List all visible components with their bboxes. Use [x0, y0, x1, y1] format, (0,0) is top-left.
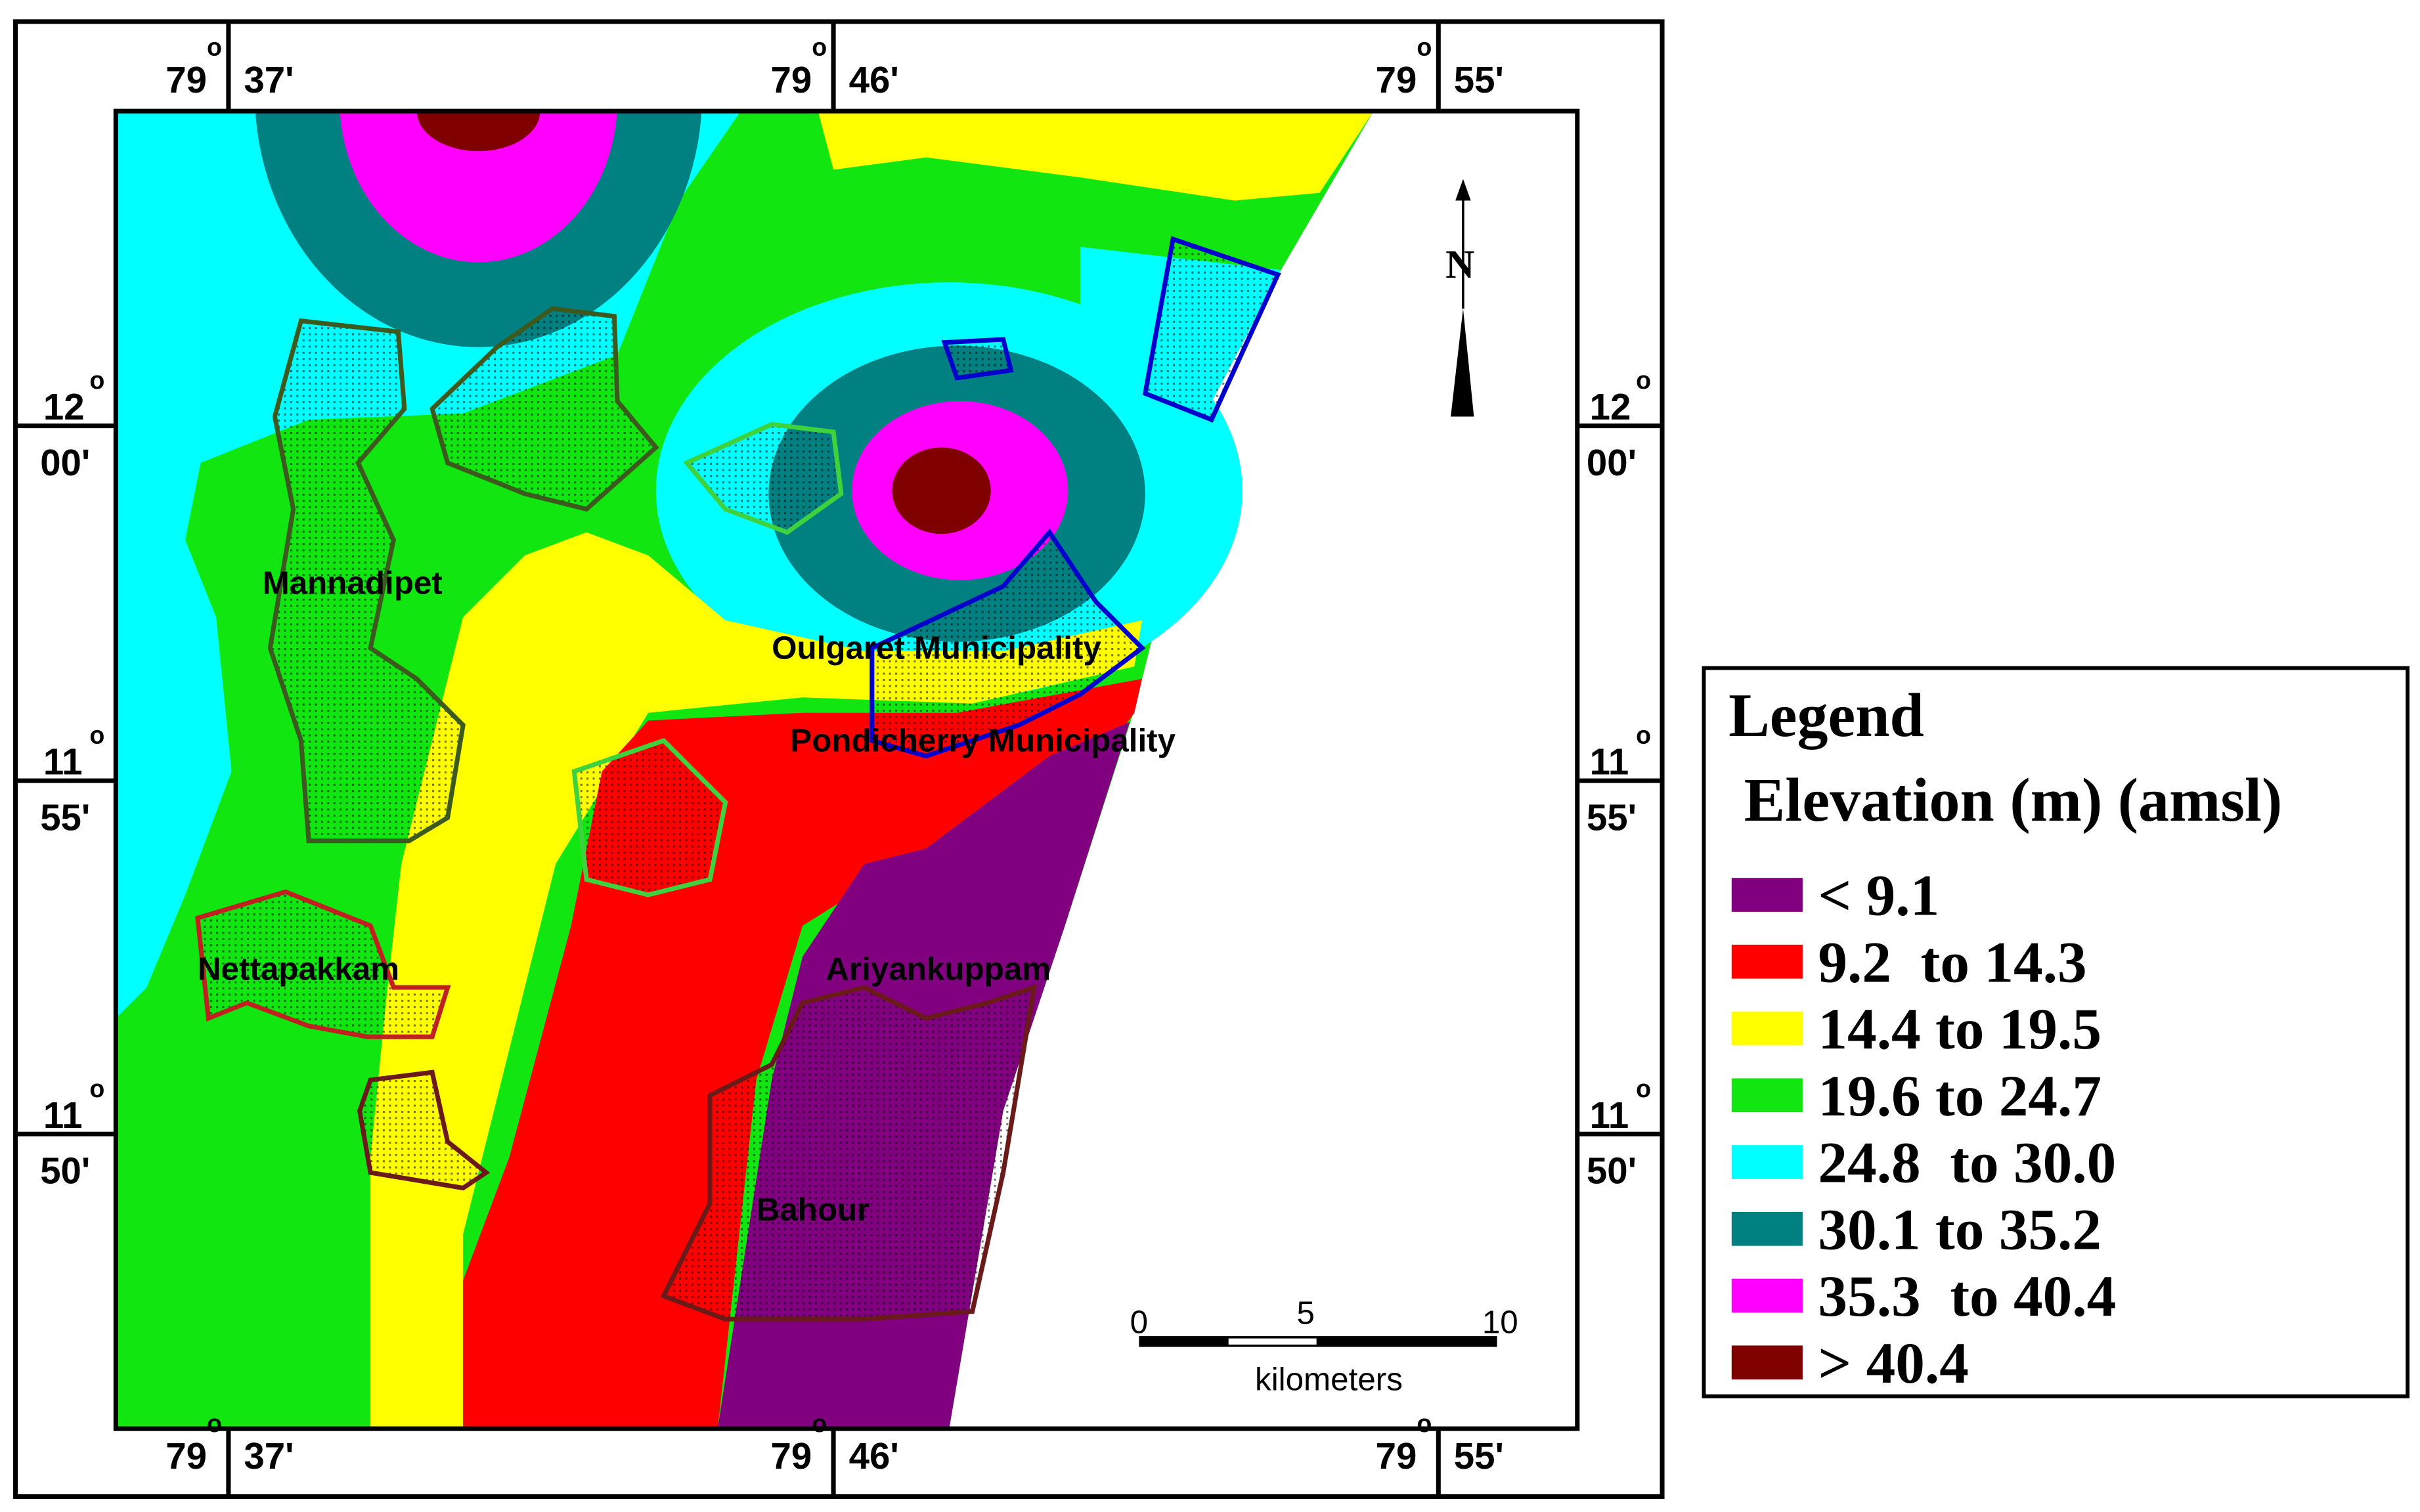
- settlement-area: [1142, 236, 1281, 423]
- legend-label: 30.1 to 35.2: [1818, 1197, 2101, 1262]
- longitude-degrees: 79: [770, 1435, 812, 1477]
- legend-subtitle: Elevation (m) (amsl): [1744, 766, 2283, 834]
- legend-label: 35.3 to 40.4: [1818, 1264, 2116, 1329]
- latitude-minutes: 00': [1587, 442, 1637, 483]
- latitude-minutes: 55': [40, 796, 90, 838]
- scale-tick-label: 0: [1130, 1304, 1148, 1340]
- longitude-minutes: 46': [849, 1435, 899, 1477]
- scale-tick-label: 5: [1296, 1295, 1314, 1331]
- scale-tick-label: 10: [1482, 1304, 1518, 1340]
- legend-swatch: [1731, 1278, 1803, 1313]
- degree-mark: o: [1636, 366, 1651, 394]
- degree-mark: o: [89, 722, 104, 749]
- outer-frame: [13, 19, 1665, 1500]
- degree-mark: o: [1636, 722, 1651, 749]
- longitude-minutes: 37': [244, 59, 294, 100]
- settlement-area: [941, 337, 1014, 381]
- legend-swatch: [1731, 1211, 1803, 1246]
- latitude-degrees: 11: [43, 741, 83, 783]
- legend-swatch: [1731, 1345, 1803, 1380]
- elevation-zone: [892, 447, 991, 534]
- north-label: N: [1445, 243, 1474, 287]
- legend-label: 9.2 to 14.3: [1818, 930, 2086, 995]
- latitude-degrees: 12: [43, 386, 85, 427]
- degree-mark: o: [812, 1410, 827, 1437]
- longitude-degrees: 79: [165, 1435, 207, 1477]
- legend-label: 24.8 to 30.0: [1818, 1131, 2116, 1196]
- legend-label: 19.6 to 24.7: [1818, 1064, 2101, 1129]
- legend-label: 14.4 to 19.5: [1818, 997, 2101, 1062]
- north-arrow-head: [1455, 179, 1471, 201]
- latitude-degrees: 11: [43, 1094, 83, 1136]
- legend-swatch: [1731, 1011, 1803, 1046]
- place-label: Oulgaret Municipality: [772, 630, 1101, 666]
- latitude-minutes: 50': [1587, 1150, 1637, 1191]
- scale-bar-white: [1228, 1338, 1317, 1345]
- legend-swatch: [1731, 1078, 1803, 1113]
- scale-bar-black: [1139, 1336, 1497, 1347]
- settlement-area: [571, 737, 728, 897]
- degree-mark: o: [1417, 33, 1432, 61]
- longitude-minutes: 55': [1454, 1435, 1504, 1477]
- north-arrow: N: [1445, 179, 1474, 417]
- scale-unit: kilometers: [1255, 1361, 1403, 1397]
- legend-label: < 9.1: [1818, 863, 1939, 928]
- longitude-degrees: 79: [770, 59, 812, 100]
- elevation-zone: [818, 111, 1374, 201]
- place-label: Pondicherry Municipality: [790, 722, 1176, 758]
- degree-mark: o: [207, 1410, 222, 1437]
- elevation-zone: [370, 532, 1143, 1429]
- north-arrow-base: [1451, 309, 1474, 417]
- settlement-area: [683, 421, 844, 535]
- degree-mark: o: [1636, 1075, 1651, 1102]
- scale-bar: 0 5 10 kilometers: [1130, 1295, 1518, 1397]
- longitude-degrees: 79: [1376, 59, 1417, 100]
- legend-swatch: [1731, 878, 1803, 912]
- degree-mark: o: [1417, 1410, 1432, 1437]
- longitude-minutes: 55': [1454, 59, 1504, 100]
- settlement-area: [267, 318, 466, 844]
- longitude-degrees: 79: [1376, 1435, 1417, 1477]
- degree-mark: o: [207, 33, 222, 61]
- elevation-zone: [416, 111, 540, 152]
- longitude-minutes: 46': [849, 59, 899, 100]
- legend-title: Legend: [1728, 681, 1924, 750]
- legend-box: [1702, 666, 2410, 1398]
- latitude-degrees: 11: [1590, 1094, 1629, 1136]
- settlement-area: [357, 1069, 491, 1191]
- place-label: Nettapakkam: [198, 951, 399, 987]
- degree-mark: o: [89, 366, 104, 394]
- settlement-areas: [195, 236, 1281, 1322]
- legend-swatch: [1731, 944, 1803, 979]
- latitude-minutes: 50': [40, 1150, 90, 1191]
- latitude-minutes: 55': [1587, 796, 1637, 838]
- map-frame: [113, 108, 1580, 1431]
- settlement-area: [195, 889, 451, 1039]
- degree-mark: o: [89, 1075, 104, 1102]
- longitude-degrees: 79: [165, 59, 207, 100]
- latitude-degrees: 12: [1590, 386, 1631, 427]
- latitude-degrees: 11: [1590, 741, 1629, 783]
- latitude-minutes: 00': [40, 442, 90, 483]
- elevation-zone: [340, 111, 617, 263]
- settlement-area: [660, 983, 1038, 1322]
- place-label: Mannadipet: [263, 565, 443, 601]
- longitude-minutes: 37': [244, 1435, 294, 1477]
- degree-mark: o: [812, 33, 827, 61]
- legend-label: > 40.4: [1818, 1331, 1968, 1396]
- settlement-area: [429, 306, 659, 512]
- legend-swatch: [1731, 1145, 1803, 1179]
- place-label: Ariyankuppam: [825, 951, 1051, 987]
- settlement-area: [869, 528, 1146, 759]
- place-label: Bahour: [757, 1192, 870, 1228]
